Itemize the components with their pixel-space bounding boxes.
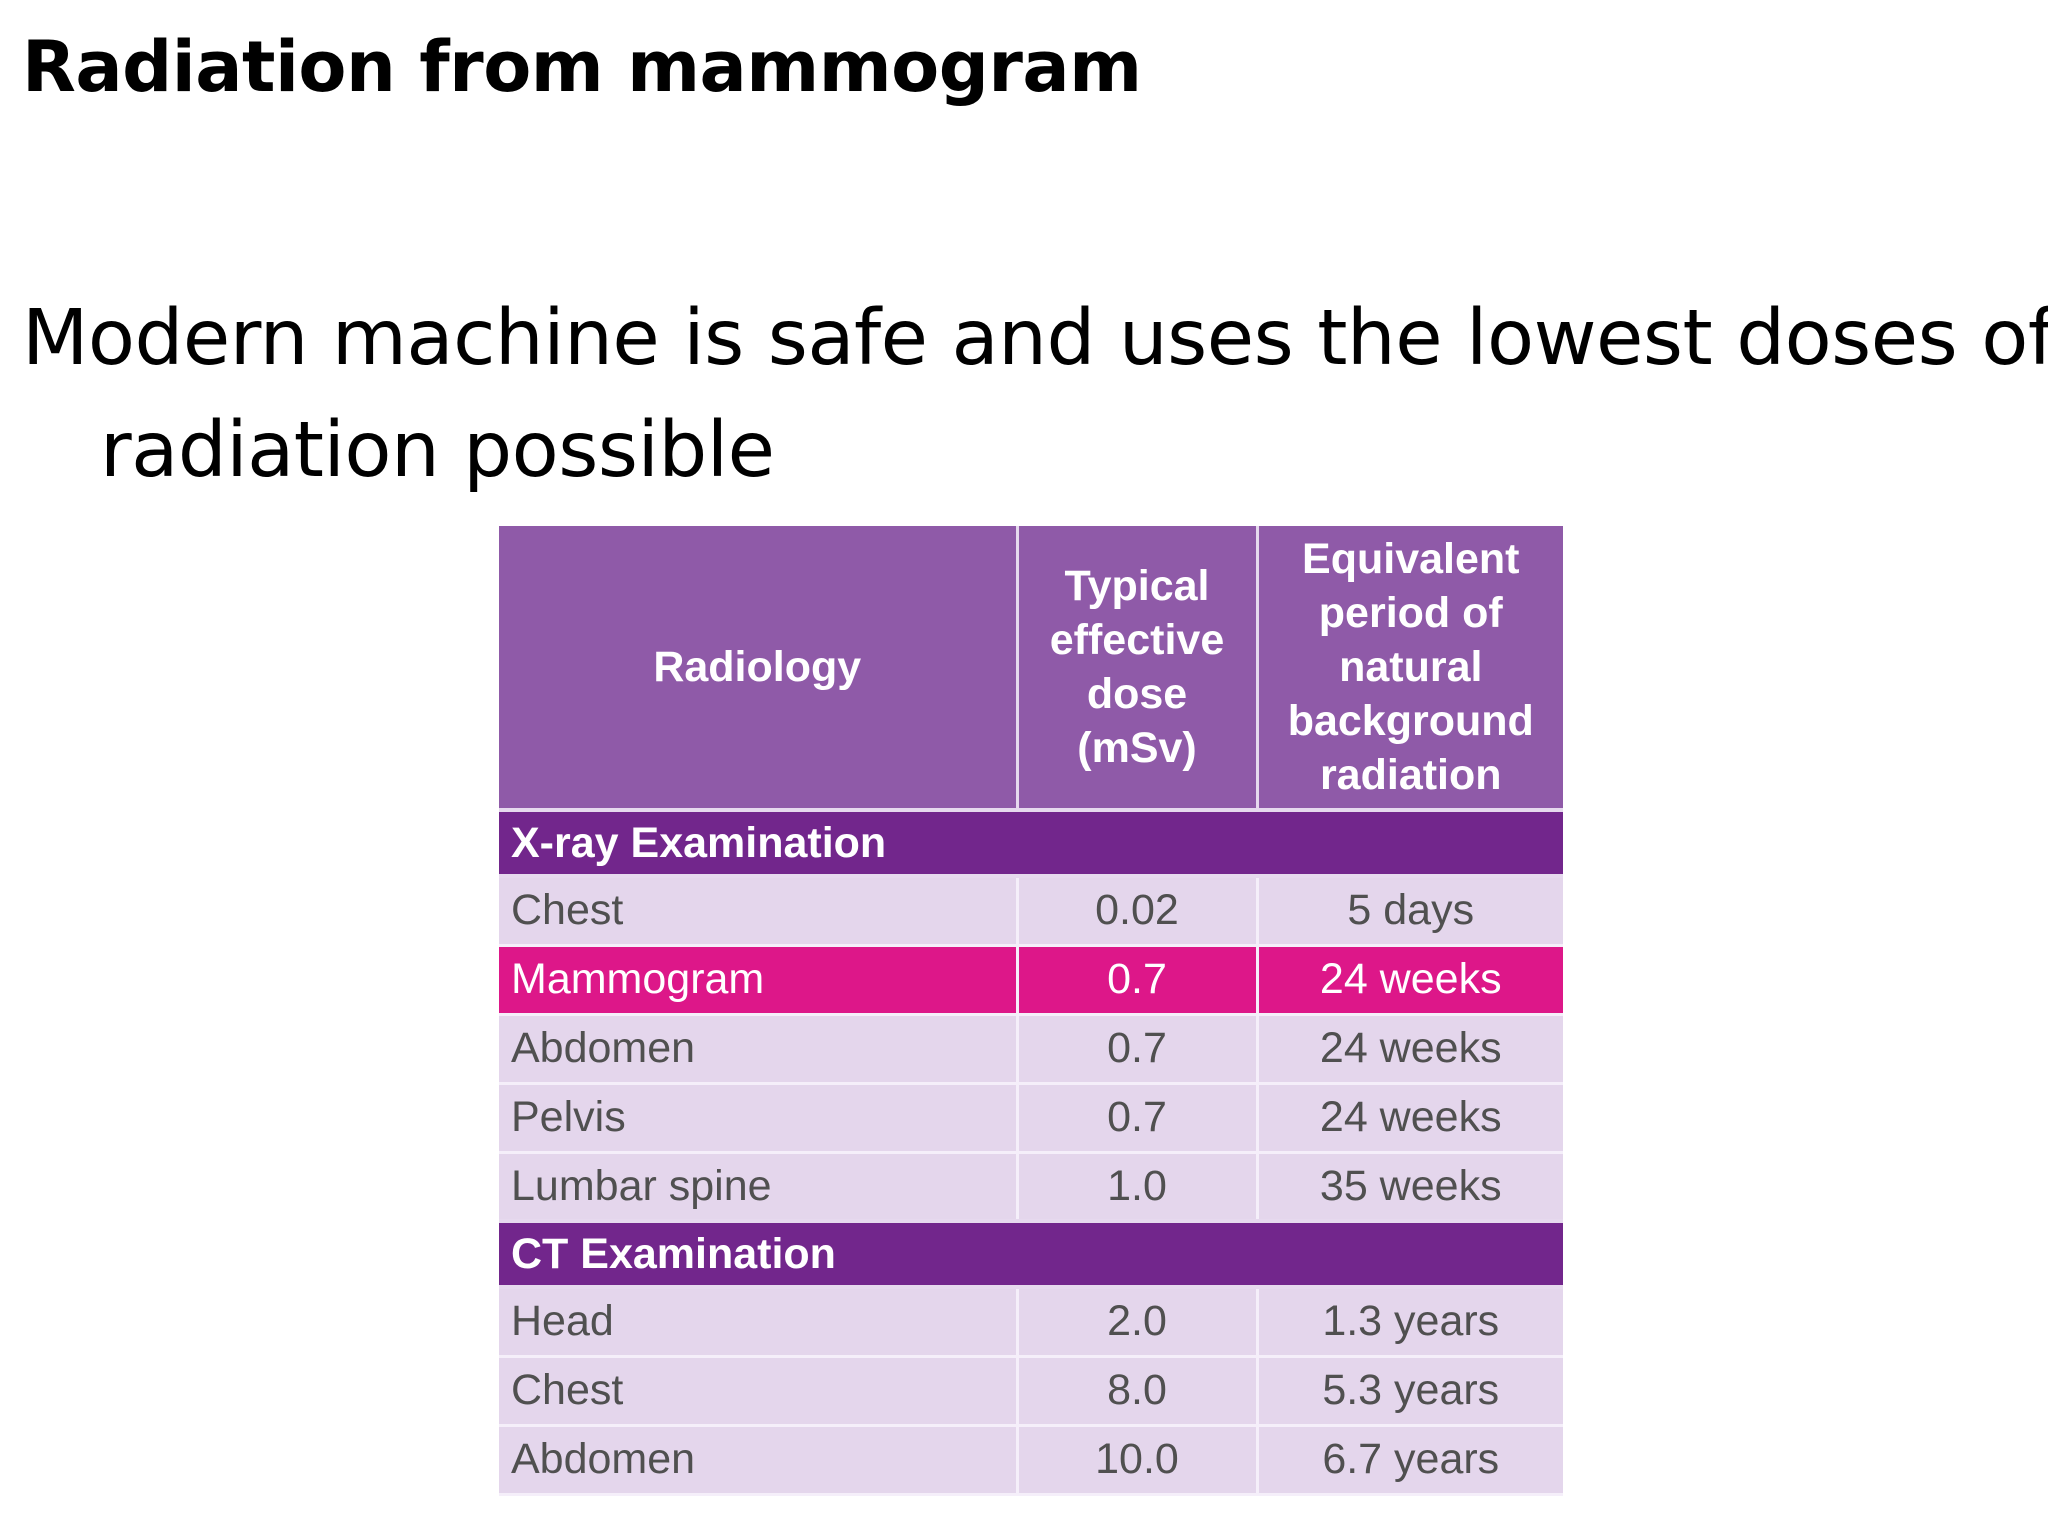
exam-dose: 0.7 bbox=[1017, 1014, 1259, 1085]
table-row: Chest 0.02 5 days bbox=[499, 876, 1563, 947]
table-row: Abdomen 10.0 6.7 years bbox=[499, 1425, 1563, 1496]
exam-dose: 2.0 bbox=[1017, 1287, 1259, 1358]
radiation-dose-table-container: Radiology Typical effective dose (mSv) E… bbox=[499, 526, 1563, 1499]
exam-name: Head bbox=[499, 1287, 1019, 1358]
table-row: Head 2.0 1.3 years bbox=[499, 1287, 1563, 1358]
exam-period: 6.7 years bbox=[1257, 1425, 1563, 1496]
exam-period: 24 weeks bbox=[1257, 945, 1563, 1016]
header-radiology: Radiology bbox=[499, 526, 1019, 810]
table-row: Lumbar spine 1.0 35 weeks bbox=[499, 1152, 1563, 1223]
exam-name: Lumbar spine bbox=[499, 1152, 1019, 1223]
table-row: Chest 8.0 5.3 years bbox=[499, 1356, 1563, 1427]
table-row-highlighted: Mammogram 0.7 24 weeks bbox=[499, 945, 1563, 1016]
exam-name: Abdomen bbox=[499, 1014, 1019, 1085]
exam-name: Chest bbox=[499, 1356, 1019, 1427]
exam-name: Mammogram bbox=[499, 945, 1019, 1016]
radiation-dose-table: Radiology Typical effective dose (mSv) E… bbox=[499, 526, 1563, 1496]
exam-period: 24 weeks bbox=[1257, 1014, 1563, 1085]
exam-dose: 8.0 bbox=[1017, 1356, 1259, 1427]
exam-period: 1.3 years bbox=[1257, 1287, 1563, 1358]
slide-body-text: Modern machine is safe and uses the lowe… bbox=[22, 294, 2048, 495]
exam-period: 35 weeks bbox=[1257, 1152, 1563, 1223]
exam-dose: 0.7 bbox=[1017, 945, 1259, 1016]
table-row: Abdomen 0.7 24 weeks bbox=[499, 1014, 1563, 1085]
header-equivalent-period: Equivalent period of natural background … bbox=[1257, 526, 1563, 810]
exam-name: Abdomen bbox=[499, 1425, 1019, 1496]
section-label: CT Examination bbox=[499, 1219, 1563, 1289]
section-row-ct: CT Examination bbox=[499, 1219, 1563, 1289]
exam-dose: 1.0 bbox=[1017, 1152, 1259, 1223]
exam-name: Chest bbox=[499, 876, 1019, 947]
exam-dose: 0.7 bbox=[1017, 1083, 1259, 1154]
exam-dose: 10.0 bbox=[1017, 1425, 1259, 1496]
slide-title: Radiation from mammogram bbox=[22, 26, 1142, 108]
exam-period: 5.3 years bbox=[1257, 1356, 1563, 1427]
exam-period: 5 days bbox=[1257, 876, 1563, 947]
section-row-xray: X-ray Examination bbox=[499, 808, 1563, 878]
section-label: X-ray Examination bbox=[499, 808, 1563, 878]
exam-name: Pelvis bbox=[499, 1083, 1019, 1154]
table-row: Pelvis 0.7 24 weeks bbox=[499, 1083, 1563, 1154]
header-typical-dose: Typical effective dose (mSv) bbox=[1017, 526, 1259, 810]
exam-dose: 0.02 bbox=[1017, 876, 1259, 947]
exam-period: 24 weeks bbox=[1257, 1083, 1563, 1154]
table-header-row: Radiology Typical effective dose (mSv) E… bbox=[499, 526, 1563, 810]
